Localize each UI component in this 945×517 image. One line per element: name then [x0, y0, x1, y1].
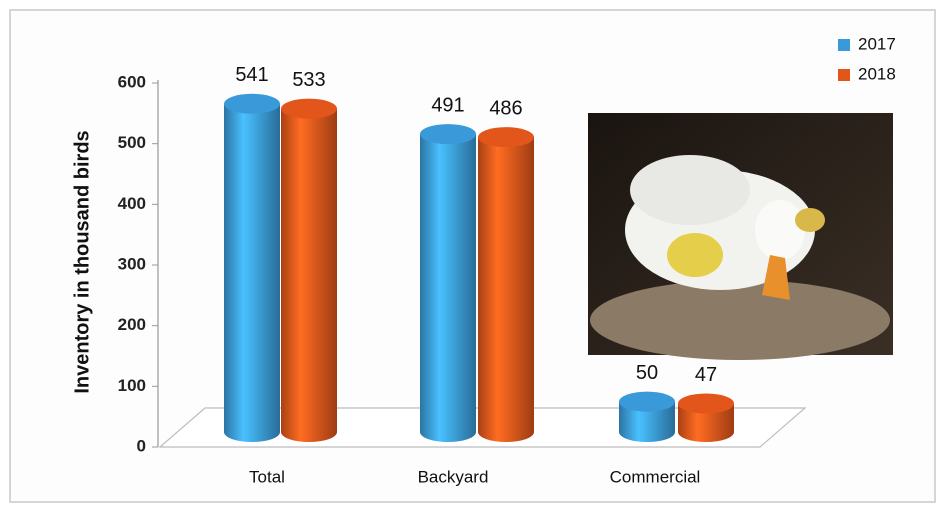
y-tick-label: 300: [118, 254, 146, 273]
value-label: 50: [636, 362, 658, 384]
bar: [420, 134, 476, 442]
y-tick-label: 600: [118, 72, 146, 91]
legend-label: 2017: [858, 34, 896, 53]
value-label: 47: [695, 364, 717, 386]
y-tick-label: 100: [118, 376, 146, 395]
bar-top: [281, 98, 337, 119]
y-tick-label: 500: [118, 133, 146, 152]
legend-swatch: [838, 39, 850, 51]
y-axis-title: Inventory in thousand birds: [71, 130, 93, 393]
value-label: 491: [431, 94, 464, 116]
x-tick-label: Backyard: [418, 467, 489, 486]
bar: [281, 108, 337, 442]
bar-top: [478, 127, 534, 148]
bar: [478, 137, 534, 442]
value-label: 541: [235, 64, 268, 86]
legend-swatch: [838, 69, 850, 81]
bar-top: [420, 124, 476, 145]
legend-label: 2018: [858, 64, 896, 83]
bar: [619, 401, 675, 442]
bar-top: [619, 391, 675, 412]
bar: [224, 103, 280, 442]
y-tick-label: 400: [118, 194, 146, 213]
bar: [678, 403, 734, 442]
x-tick-label: Total: [249, 467, 285, 486]
x-tick-label: Commercial: [610, 467, 701, 486]
value-label: 533: [292, 69, 325, 91]
value-label: 486: [489, 97, 522, 119]
y-tick-label: 0: [137, 436, 146, 455]
photo: [588, 113, 893, 360]
bar-top: [224, 93, 280, 114]
y-tick-label: 200: [118, 315, 146, 334]
bar-top: [678, 393, 734, 414]
